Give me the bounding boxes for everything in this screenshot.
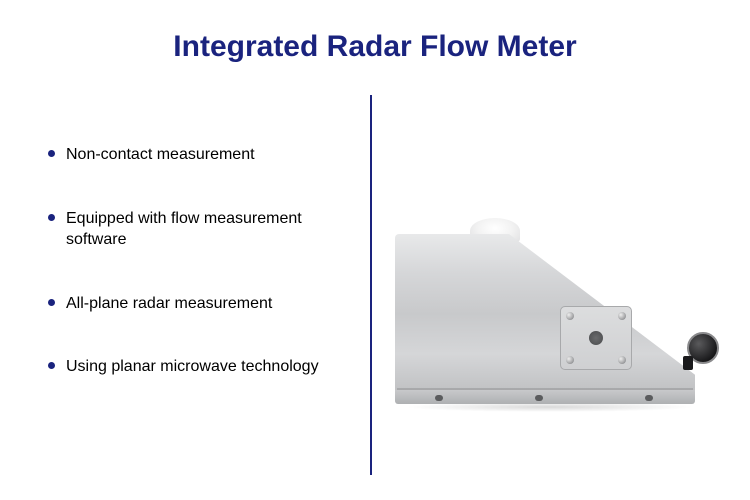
features-panel: Non-contact measurement Equipped with fl… (0, 114, 370, 494)
bullet-icon (48, 299, 55, 306)
plate-hole-icon (589, 331, 603, 345)
screw-icon (618, 312, 626, 320)
bullet-icon (48, 362, 55, 369)
list-item: Using planar microwave technology (48, 356, 328, 378)
device-illustration (395, 234, 725, 414)
mount-hole-icon (535, 395, 543, 401)
screw-icon (566, 312, 574, 320)
bullet-icon (48, 214, 55, 221)
screw-icon (618, 356, 626, 364)
device-body (395, 234, 695, 394)
list-item: All-plane radar measurement (48, 293, 328, 315)
list-item: Equipped with flow measurement software (48, 208, 328, 251)
list-item: Non-contact measurement (48, 144, 328, 166)
device-plate (560, 306, 632, 370)
image-panel (370, 114, 750, 494)
feature-text: Non-contact measurement (66, 146, 255, 163)
mount-hole-icon (645, 395, 653, 401)
device-base (395, 390, 695, 404)
feature-list: Non-contact measurement Equipped with fl… (48, 144, 370, 378)
feature-text: Equipped with flow measurement software (66, 210, 302, 249)
device-connector (687, 332, 719, 364)
feature-text: All-plane radar measurement (66, 295, 272, 312)
mount-hole-icon (435, 395, 443, 401)
page-title: Integrated Radar Flow Meter (0, 0, 750, 64)
screw-icon (566, 356, 574, 364)
content-area: Non-contact measurement Equipped with fl… (0, 114, 750, 494)
feature-text: Using planar microwave technology (66, 358, 319, 375)
bullet-icon (48, 150, 55, 157)
